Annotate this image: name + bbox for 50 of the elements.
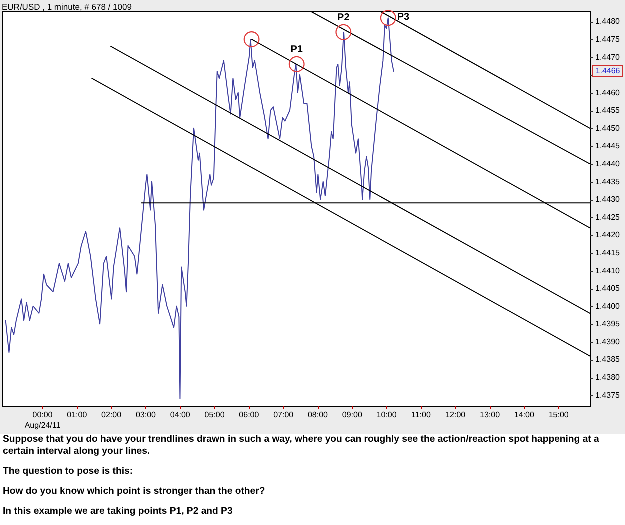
y-tick-label: 1.4400	[596, 302, 621, 311]
text: How do you know which point is stronger than the other?	[3, 486, 266, 498]
annotation: 1.4466	[596, 66, 621, 76]
annotation: P2	[338, 12, 350, 24]
x-tick-label: 13:00	[480, 410, 501, 420]
y-tick-label: 1.4435	[596, 177, 621, 186]
y-tick-label: 1.4470	[596, 52, 621, 62]
chart-title: EUR/USD , 1 minute, # 678 / 1009	[2, 2, 132, 12]
x-tick-label: 03:00	[136, 410, 157, 420]
y-tick-label: 1.4405	[596, 284, 621, 294]
x-tick-label: 10:00	[376, 410, 398, 420]
y-tick-label: 1.4395	[596, 320, 621, 329]
point	[244, 32, 260, 48]
x-tick-label: 01:00	[67, 410, 88, 420]
x-tick-label: 00:00 Aug/24/11	[24, 410, 62, 430]
x-tick-label: 07:00	[274, 410, 294, 420]
text: Suppose that you do have your trendlines drawn in such a way, where you can roughly see the action/reaction spot happening at a certain interval along your lines.	[3, 434, 600, 458]
y-tick-label: 1.4425	[596, 212, 621, 222]
x-tick-label: 04:00	[170, 410, 191, 420]
x-tick-label: 12:00	[446, 410, 466, 420]
y-tick-label: 1.4460	[596, 88, 621, 98]
y-tick-label: 1.4480	[596, 17, 621, 26]
x-tick-label: 14:00	[514, 410, 535, 420]
annotation: P1	[290, 44, 304, 56]
y-tick-label: 1.4420	[596, 230, 621, 240]
point	[288, 56, 305, 72]
y-tick-label: 1.4455	[596, 106, 621, 116]
x-tick-label: 06:00	[239, 410, 260, 420]
y-tick-label: 1.4445	[596, 142, 621, 151]
y-tick-label: 1.4440	[596, 160, 621, 169]
y-tick-label: 1.4380	[596, 373, 621, 382]
y-tick-label: 1.4385	[596, 355, 621, 364]
y-tick-label: 1.4410	[596, 266, 621, 276]
x-tick-label: 11:00	[412, 410, 432, 420]
y-tick-label: 1.4475	[596, 34, 621, 44]
y-tick-label: 1.4375	[596, 390, 621, 400]
y-tick-label: 1.4390	[596, 337, 621, 346]
text: The question to pose is this:	[3, 466, 134, 478]
y-tick-label: 1.4415	[596, 248, 621, 258]
point	[336, 24, 352, 40]
x-tick-label: 02:00	[102, 410, 122, 420]
y-tick-label: 1.4450	[596, 124, 621, 133]
point	[380, 10, 396, 26]
x-tick-label: 05:00	[204, 410, 226, 420]
y-tick-label: 1.4430	[596, 195, 621, 204]
x-tick-label: 15:00	[548, 410, 570, 420]
text: In this example we are taking points P1, P2 and P3	[3, 506, 234, 518]
x-tick-label: 09:00	[342, 410, 363, 420]
x-tick-label: 08:00	[308, 410, 329, 420]
annotation: P3	[397, 12, 410, 24]
